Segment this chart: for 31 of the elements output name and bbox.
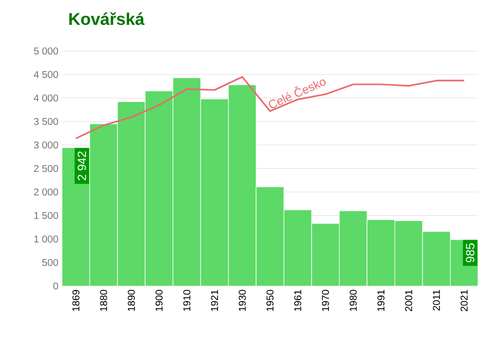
- x-tick-label: 1880: [100, 290, 108, 311]
- y-tick-label: 1 500: [34, 212, 58, 220]
- x-tick-label: 1970: [322, 290, 329, 311]
- x-tick-label: 1930: [238, 290, 246, 311]
- x-tick-label: 2011: [432, 290, 440, 310]
- y-tick-label: 3 000: [34, 141, 58, 149]
- x-tick-label: 1869: [72, 290, 80, 311]
- x-tick-label: 2001: [405, 290, 412, 312]
- y-tick-label: 4 000: [34, 94, 58, 102]
- x-tick-label: 1900: [156, 290, 163, 311]
- y-tick-label: 2 000: [34, 188, 58, 196]
- line-series: [75, 76, 465, 140]
- y-tick-label: 0: [53, 282, 58, 290]
- x-tick-label: 1950: [266, 290, 274, 311]
- y-tick-label: 3 500: [34, 118, 58, 126]
- x-tick-label: 1910: [183, 290, 190, 311]
- data-label: 985: [466, 243, 474, 262]
- x-tick-label: 1890: [128, 290, 135, 311]
- y-tick-label: 1 000: [34, 235, 58, 243]
- x-tick-label: 2021: [460, 290, 468, 312]
- y-tick-label: 5 000: [34, 47, 58, 55]
- text: Celé Česko: [268, 79, 326, 108]
- data-label: 2 942: [78, 152, 86, 180]
- x-tick-label: 1961: [294, 290, 302, 311]
- y-tick-label: 500: [42, 258, 58, 266]
- x-tick-label: 1921: [211, 290, 218, 311]
- chart-title: Kovářská: [69, 12, 144, 26]
- y-tick-label: 4 500: [34, 70, 58, 78]
- x-tick-label: 1980: [350, 290, 357, 311]
- y-tick-label: 2 500: [34, 164, 58, 172]
- x-tick-label: 1991: [377, 290, 384, 311]
